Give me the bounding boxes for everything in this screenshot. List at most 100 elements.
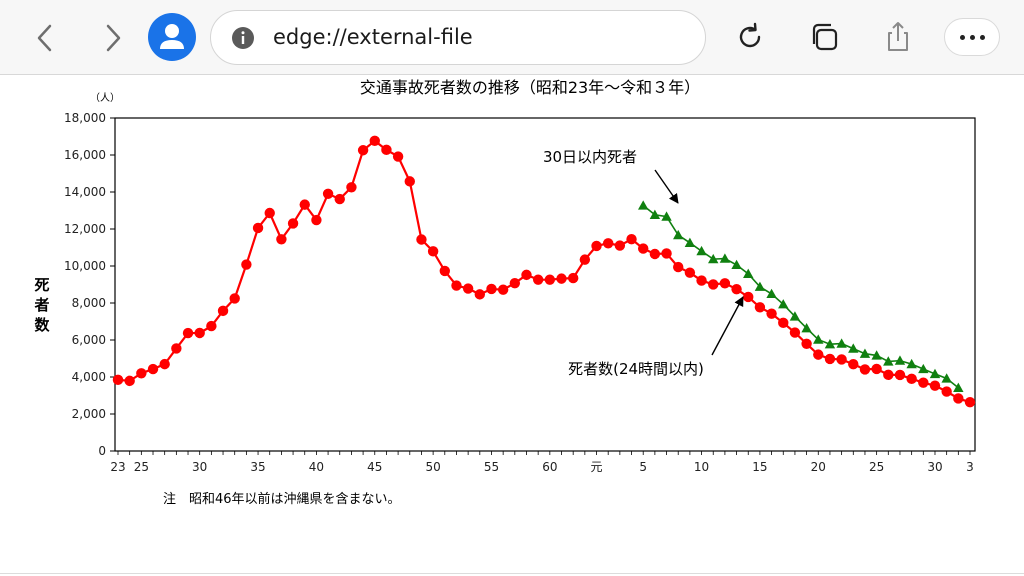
data-point [182,327,194,339]
data-point [836,338,847,348]
data-point [719,253,731,263]
profile-icon [160,24,184,49]
data-point [626,233,637,245]
data-point [918,377,929,388]
refresh-button[interactable] [729,16,771,58]
data-point [124,375,135,387]
back-button[interactable] [25,18,65,58]
data-point [684,267,696,278]
info-icon[interactable] [231,26,255,50]
y-axis-label-char: 死 [34,276,49,294]
x-tick-label: 40 [309,460,324,474]
data-point [229,293,240,304]
data-point [719,278,731,289]
data-point [334,193,345,205]
data-point [357,145,369,156]
share-button[interactable] [877,16,919,58]
more-icon [959,34,965,40]
data-point [556,273,567,284]
y-axis-label-char: 者 [34,296,49,314]
data-point [322,188,334,199]
share-icon [888,22,908,51]
data-point [159,358,170,370]
data-point [252,222,264,234]
data-point [474,289,486,300]
data-point [416,234,427,245]
data-point [789,311,801,321]
chart-note: 注 昭和46年以前は沖縄県を含まない。 [163,491,401,507]
data-point [509,277,521,289]
more-button[interactable] [944,18,1000,56]
data-point [778,299,789,309]
data-point [848,343,859,353]
data-point [521,269,532,281]
plot-area [114,117,976,452]
data-point [766,308,777,319]
data-point [754,302,766,313]
chart: 交通事故死者数の推移（昭和23年～令和３年） （人） 死者数 0 2,000 4,0… [34,78,976,507]
x-axis: 23 25 30 35 40 45 50 55 60 元 5 10 15 20 25 30 3 [110,451,974,474]
tabs-icon [812,23,838,51]
y-tick-label: 0 [98,444,106,458]
data-point [871,363,882,375]
y-axis-label-char: 数 [34,316,50,334]
data-point [801,322,812,333]
data-point [194,327,205,339]
data-point [766,288,777,299]
data-point [299,199,310,210]
y-axis-label: 死者数 [34,276,50,334]
x-tick-label: 45 [367,460,382,474]
series-group [112,135,976,408]
data-point [427,246,439,257]
data-point [789,327,801,338]
y-tick-label: 14,000 [64,185,106,199]
forward-icon [106,24,121,52]
data-point [497,284,509,295]
x-tick-label: 60 [542,460,557,474]
data-point [147,363,159,375]
data-point [941,386,952,397]
x-tick-label: 15 [752,460,767,474]
data-point [462,283,474,294]
data-point [567,272,579,284]
data-point [614,240,626,251]
x-tick-label: 元 [591,460,603,474]
data-point [906,358,917,369]
y-tick-label: 16,000 [64,148,106,162]
forward-button[interactable] [93,18,133,58]
data-point [276,234,287,245]
data-point [264,207,275,219]
x-tick-label: 30 [927,460,942,474]
profile-button[interactable] [148,13,196,61]
data-point [287,218,299,229]
data-point [813,334,824,344]
refresh-icon [739,22,761,48]
y-unit-label: （人） [90,92,120,104]
address-bar[interactable]: edge://external-file [210,10,706,65]
series-30d [638,200,964,392]
x-tick-label: 30 [192,460,207,474]
data-point [381,144,392,156]
data-point [754,281,766,291]
data-point [871,350,882,360]
data-point [731,283,742,295]
data-point [731,259,742,270]
tabs-button[interactable] [803,16,845,58]
data-point [392,151,404,162]
data-point [708,253,719,264]
x-tick-label: 3 [966,460,974,474]
annotation-30day: 30日以内死者 [543,148,637,166]
url-text[interactable]: edge://external-file [273,25,473,49]
data-point [206,320,217,332]
data-point [649,248,661,260]
browser-toolbar: edge://external-file [0,0,1024,75]
bottom-divider [0,573,1024,574]
data-point [112,374,124,386]
x-tick-label: 23 [110,460,125,474]
data-point [673,229,684,240]
data-point [953,382,964,392]
data-point [136,368,147,379]
data-point [661,211,672,221]
data-point [894,355,906,365]
data-point [743,291,754,303]
